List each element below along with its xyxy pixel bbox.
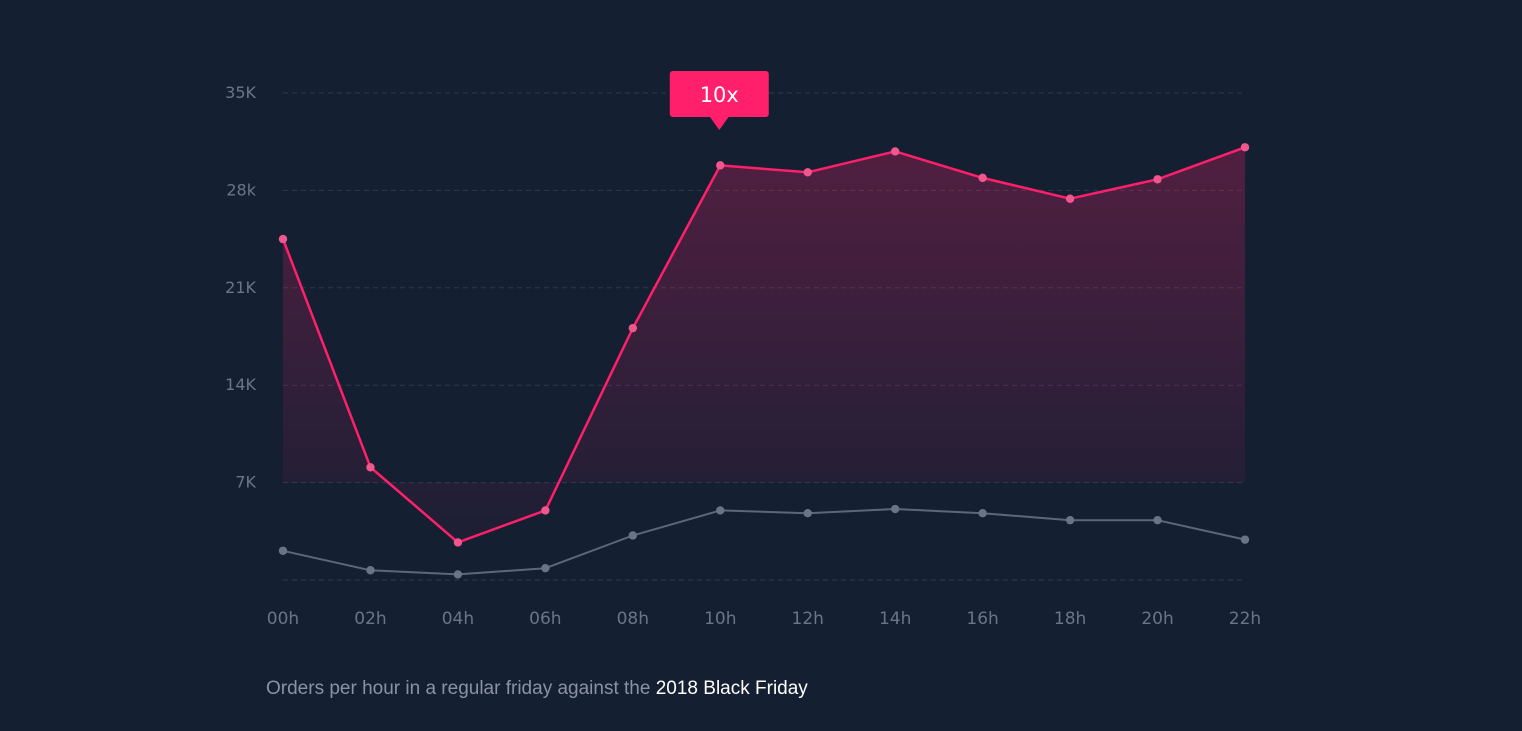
data-point: [803, 168, 812, 177]
x-tick-label: 22h: [1229, 609, 1261, 629]
y-tick-label: 35K: [225, 83, 256, 102]
x-tick-label: 20h: [1141, 609, 1173, 629]
caption-highlight: 2018 Black Friday: [655, 678, 808, 699]
data-point: [1065, 515, 1075, 525]
annotation-badge: [669, 71, 769, 117]
area-fill: [283, 147, 1245, 543]
annotation-label: 10x: [700, 83, 739, 107]
chart-caption: Orders per hour in a regular friday agai…: [266, 678, 808, 700]
x-tick-label: 18h: [1054, 609, 1086, 629]
series-line: [281, 146, 1246, 544]
x-tick-label: 16h: [966, 609, 998, 629]
series-area-fill: [283, 147, 1245, 543]
data-point: [628, 531, 638, 540]
data-point: [628, 323, 638, 333]
series-lines: [281, 146, 1246, 576]
data-point: [803, 509, 812, 518]
y-tick-label: 21K: [225, 278, 256, 297]
caption-text: Orders per hour in a regular friday agai…: [266, 678, 656, 699]
data-point: [366, 566, 375, 575]
x-tick-label: 10h: [704, 609, 736, 629]
x-tick-label: 12h: [792, 609, 824, 629]
data-point: [541, 506, 550, 515]
annotation: 10x: [669, 71, 769, 130]
annotation-pointer: [709, 116, 730, 130]
series-line: [282, 508, 1246, 576]
data-point: [978, 509, 987, 518]
data-point: [366, 463, 375, 472]
y-axis-ticks: 35K 28k 21K 14K 7K: [225, 83, 257, 492]
data-point: [1065, 194, 1075, 203]
data-point: [278, 546, 288, 555]
data-point: [453, 538, 463, 547]
orders-chart: 35K 28k 21K 14K 7K 00h 02h 04h 06h 08h 10h 12h 14h 1…: [225, 71, 1261, 629]
x-tick-label: 00h: [267, 609, 299, 629]
data-point: [716, 161, 725, 170]
x-axis-ticks: 00h 02h 04h 06h 08h 10h 12h 14h 16h 18h 20h 22h: [267, 609, 1261, 629]
x-tick-label: 14h: [879, 609, 911, 629]
data-point: [1153, 175, 1162, 184]
data-point: [1240, 535, 1250, 544]
data-point: [978, 173, 987, 183]
data-point: [278, 234, 288, 244]
y-tick-label: 7K: [235, 473, 256, 492]
data-point: [541, 563, 550, 573]
data-point: [453, 570, 463, 579]
x-tick-label: 08h: [617, 609, 649, 629]
data-point: [890, 504, 900, 514]
x-tick-label: 06h: [529, 609, 561, 629]
x-tick-label: 02h: [354, 609, 386, 629]
y-tick-label: 14K: [225, 375, 256, 394]
y-tick-label: 28k: [226, 180, 256, 199]
data-point: [1240, 143, 1250, 152]
x-tick-label: 04h: [442, 609, 474, 629]
data-point: [1153, 515, 1162, 525]
data-points: [278, 143, 1250, 579]
data-point: [716, 506, 725, 515]
data-point: [890, 147, 900, 156]
